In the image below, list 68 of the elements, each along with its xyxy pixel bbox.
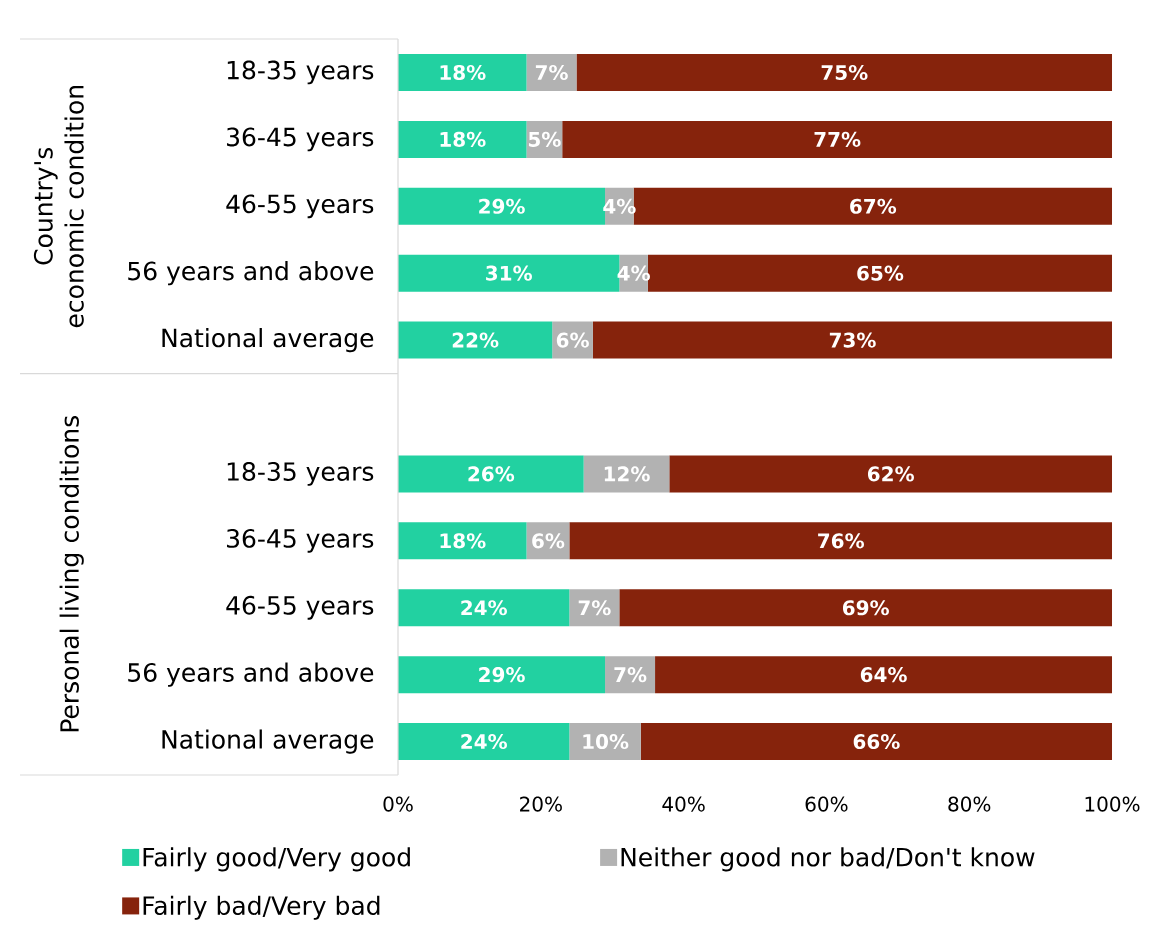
data-label: 64% bbox=[860, 667, 907, 683]
y-tick-label: 18-35 years bbox=[227, 462, 374, 486]
data-label: 24% bbox=[461, 733, 507, 750]
y-tick-label: National average bbox=[162, 328, 374, 353]
data-label: 26% bbox=[468, 466, 515, 482]
legend-label: Fairly bad/Very bad bbox=[143, 895, 380, 920]
bar bbox=[669, 455, 1113, 493]
bar bbox=[569, 589, 620, 627]
data-label: 22% bbox=[452, 332, 499, 348]
y-tick-label: 36-45 years bbox=[227, 528, 374, 553]
data-label: 65% bbox=[857, 265, 904, 281]
data-label: 73% bbox=[829, 332, 876, 348]
y-tick-label: 36-45 years bbox=[227, 127, 374, 152]
data-label: 66% bbox=[853, 733, 900, 750]
legend-label: Neither good nor bad/Don't know bbox=[621, 847, 1035, 872]
x-tick-label: 60% bbox=[805, 796, 848, 812]
data-label: 12% bbox=[604, 466, 650, 482]
data-label: 5% bbox=[528, 131, 561, 147]
data-label: 69% bbox=[842, 600, 889, 616]
data-label: 7% bbox=[614, 667, 647, 683]
text: Personal living conditions bbox=[59, 416, 84, 732]
x-tick-label: 40% bbox=[662, 796, 705, 812]
bar bbox=[605, 656, 656, 694]
bar bbox=[398, 455, 584, 493]
data-label: 10% bbox=[583, 733, 629, 750]
data-label: 18% bbox=[440, 131, 486, 147]
bar bbox=[398, 53, 527, 91]
bar bbox=[583, 455, 670, 493]
data-label: 75% bbox=[821, 64, 868, 81]
data-label: 62% bbox=[867, 466, 914, 482]
data-label: 7% bbox=[535, 64, 568, 81]
bar bbox=[592, 321, 1113, 359]
bar bbox=[398, 656, 606, 694]
data-label: 6% bbox=[556, 332, 589, 348]
data-label: 7% bbox=[578, 600, 611, 616]
y-tick-label: National average bbox=[162, 729, 374, 754]
y-tick-label: 56 years and above bbox=[128, 261, 374, 286]
data-label: 6% bbox=[532, 533, 565, 549]
x-tick-label: 20% bbox=[520, 796, 562, 812]
y-tick-label: 46-55 years bbox=[226, 194, 374, 219]
bar bbox=[398, 522, 527, 560]
y-tick-label: 18-35 years bbox=[227, 60, 374, 85]
x-tick-label: 0% bbox=[383, 796, 413, 812]
bar bbox=[398, 321, 553, 359]
bar bbox=[640, 723, 1113, 761]
bar bbox=[576, 53, 1113, 91]
data-label: 29% bbox=[479, 198, 525, 214]
bar bbox=[398, 120, 527, 158]
data-label: 77% bbox=[814, 131, 861, 147]
bar bbox=[398, 723, 570, 761]
text: Country's economic condition bbox=[33, 86, 84, 328]
data-label: 18% bbox=[440, 533, 486, 549]
data-label: 76% bbox=[818, 533, 864, 549]
y-tick-label: 46-55 years bbox=[226, 595, 374, 620]
x-tick-label: 100% bbox=[1085, 796, 1140, 812]
bar bbox=[562, 120, 1113, 158]
legend-label: Fairly good/Very good bbox=[143, 847, 410, 872]
bar bbox=[619, 589, 1113, 627]
bar bbox=[655, 656, 1113, 694]
data-label: 24% bbox=[461, 600, 507, 616]
y-tick-label: 56 years and above bbox=[128, 662, 374, 687]
data-label: 29% bbox=[479, 667, 525, 683]
data-label: 67% bbox=[850, 198, 897, 214]
data-label: 18% bbox=[440, 64, 486, 81]
x-tick-label: 80% bbox=[948, 796, 991, 812]
data-label: 31% bbox=[486, 265, 532, 281]
bar bbox=[569, 522, 1113, 560]
bar bbox=[398, 589, 570, 627]
